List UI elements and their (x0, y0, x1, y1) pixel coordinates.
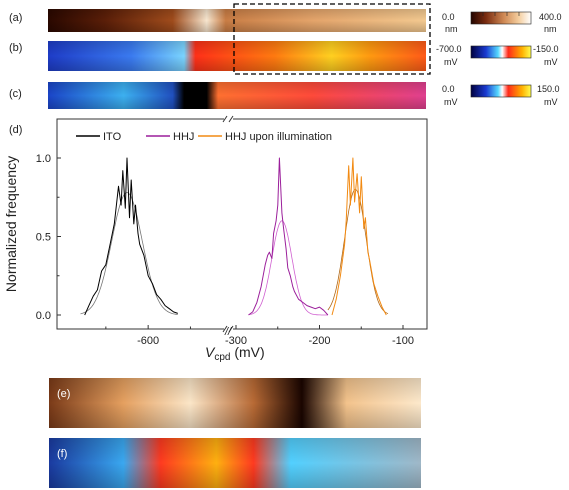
colorbar-a-max-unit: nm (544, 24, 557, 34)
colorbar-c-max-unit: mV (544, 97, 558, 107)
colorbar-a-min-unit: nm (445, 24, 458, 34)
x-tick-label: -100 (392, 335, 414, 347)
x-axis-label: Vcpd (mV) (205, 344, 265, 363)
x-tick-label: -600 (137, 335, 159, 347)
fit-line-ito (80, 192, 178, 315)
cpd-map-b-shading (48, 41, 426, 71)
colorbar-a-gradient (470, 11, 532, 25)
axis-break-gap (224, 326, 233, 332)
panel-label-a: (a) (9, 12, 22, 24)
axis-break-mark (228, 325, 234, 333)
colorbar-b-min-unit: mV (444, 57, 458, 67)
topography-map-e-shading (49, 378, 421, 428)
fit-line-hhj (248, 220, 328, 316)
y-axis-label: Normalized frequency (3, 156, 19, 292)
axis-break-gap-top (224, 116, 233, 122)
y-tick-label: 0.0 (36, 310, 51, 322)
series-line-ito (84, 157, 178, 316)
panel-label-b: (b) (9, 42, 22, 54)
x-tick-label: -300 (225, 335, 247, 347)
colorbar-a-min: 0.0 (442, 12, 455, 22)
plot-frame (56, 118, 428, 330)
zoom-region-box (233, 3, 431, 75)
colorbar-a-max: 400.0 (539, 12, 562, 22)
panel-label-d: (d) (9, 124, 22, 136)
colorbar-b-max-unit: mV (544, 57, 558, 67)
topography-map-a-shading (48, 9, 426, 32)
colorbar-c: 0.0 mV 150.0 mV (442, 84, 560, 107)
y-tick-label: 0.5 (36, 232, 51, 244)
series-line-hhj (248, 157, 329, 316)
axis-break-label: // (224, 326, 232, 338)
legend-label: HHJ (173, 131, 194, 143)
axis-break-mark (222, 325, 228, 333)
colorbar-a-ticks (482, 12, 520, 16)
cpd-histogram-chart: 0.0 0.5 1.0 -600 -300 -200 -100 // Normalized fr… (3, 115, 428, 363)
legend-label: HHJ upon illumination (225, 131, 332, 143)
axis-break-mark-top (222, 115, 228, 123)
series-line-hhj-upon-illumination (331, 157, 387, 316)
colorbar-b: -700.0 mV -150.0 mV (436, 44, 559, 67)
colorbar-c-gradient (470, 84, 532, 98)
colorbar-b-max: -150.0 (533, 44, 559, 54)
colorbar-b-min: -700.0 (436, 44, 462, 54)
cpd-map-c-shading (48, 82, 426, 109)
x-tick-label: -200 (308, 335, 330, 347)
axis-break-mark-top (228, 115, 234, 123)
colorbar-c-min-unit: mV (444, 97, 458, 107)
colorbar-a: 0.0 nm 400.0 nm (442, 11, 562, 34)
panel-label-c: (c) (9, 88, 22, 100)
cpd-map-f-shading (49, 438, 421, 488)
panel-label-f: (f) (57, 448, 67, 460)
colorbar-b-gradient (470, 45, 532, 59)
colorbar-c-min: 0.0 (442, 84, 455, 94)
y-tick-label: 1.0 (36, 153, 51, 165)
legend-label: ITO (103, 131, 122, 143)
colorbar-c-max: 150.0 (537, 84, 560, 94)
panel-label-e: (e) (57, 388, 70, 400)
